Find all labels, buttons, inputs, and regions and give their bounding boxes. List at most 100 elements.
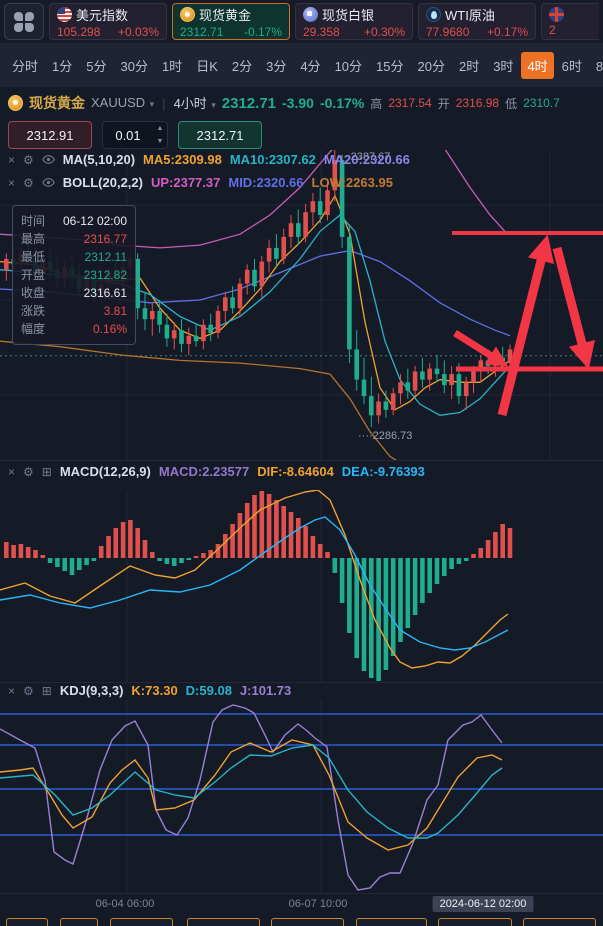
bottom-toolbar-button[interactable]: [110, 918, 173, 926]
eye-icon[interactable]: [41, 153, 55, 166]
oil-icon: [426, 6, 441, 22]
stepper-down-icon[interactable]: ▼: [156, 138, 164, 145]
apps-grid-icon: [14, 11, 34, 32]
indicator-value: DEA:-9.76393: [341, 464, 425, 479]
svg-text:····2387.67: ····2387.67: [336, 151, 390, 163]
gear-icon[interactable]: ⚙: [23, 175, 34, 190]
close-icon[interactable]: ×: [8, 683, 16, 698]
gold-coin-icon: [8, 95, 23, 111]
indicator-value: J:101.73: [239, 683, 292, 698]
close-icon[interactable]: ×: [8, 175, 16, 190]
macd-chart-canvas[interactable]: [0, 490, 603, 683]
timeframe-2时[interactable]: 2时: [458, 59, 480, 74]
ticker-list: 美元指数 105.298 +0.03% 现货黄金 2312.71 -0.17% 现货白银 29…: [49, 3, 599, 40]
uk-flag-icon: [549, 6, 564, 22]
quantity-stepper[interactable]: 0.01 ▲ ▼: [102, 121, 168, 149]
axis-time-label: 06-04 06:00: [95, 898, 155, 910]
eye-icon[interactable]: [41, 176, 55, 189]
tooltip-row: 时间 06-12 02:00: [21, 212, 127, 230]
timeframe-6时[interactable]: 6时: [561, 59, 582, 74]
indicator-legend-kdj: × ⚙ ⊞ KDJ(9,3,3) K:73.30 D:59.08 J:101.73: [8, 683, 291, 698]
indicator-value: MA10:2307.62: [229, 152, 316, 167]
high-label: 高: [370, 96, 383, 111]
gear-icon[interactable]: ⚙: [23, 683, 34, 698]
open-label: 开: [437, 96, 450, 111]
bottom-toolbar-button[interactable]: [271, 918, 344, 926]
timeframe-15分[interactable]: 15分: [376, 59, 404, 74]
tooltip-row: 涨跌 3.81: [21, 302, 127, 320]
close-icon[interactable]: ×: [8, 464, 16, 479]
period-dropdown[interactable]: 4小时 ▾: [173, 96, 216, 111]
tooltip-value: 2312.82: [83, 268, 127, 282]
timeframe-8时[interactable]: 8时: [595, 59, 603, 74]
indicator-value: MA20:2320.66: [323, 152, 410, 167]
sell-button[interactable]: 2312.91: [8, 121, 92, 149]
indicator-value: MACD:2.23577: [158, 464, 250, 479]
buy-button[interactable]: 2312.71: [178, 121, 262, 149]
timeframe-20分[interactable]: 20分: [417, 59, 445, 74]
bottom-toolbar-button[interactable]: [6, 918, 48, 926]
high-value: 2317.54: [388, 96, 432, 110]
tick-size-value[interactable]: 0.01: [115, 127, 141, 143]
bottom-toolbar-button[interactable]: [356, 918, 427, 926]
tooltip-label: 最高: [21, 232, 46, 246]
symbol-bar: 现货黄金 XAUUSD ▾ | 4小时 ▾ 2312.71 -3.90 -0.1…: [0, 88, 603, 118]
timeframe-10分[interactable]: 10分: [334, 59, 363, 74]
ticker-price: 29.358: [303, 24, 340, 39]
ticker-spot-silver[interactable]: 现货白银 29.358 +0.30%: [295, 3, 413, 40]
ticker-spot-gold[interactable]: 现货黄金 2312.71 -0.17%: [172, 3, 290, 40]
ticker-bottom-row: 2312.71 -0.17%: [180, 25, 282, 39]
ticker-gbp[interactable]: 2: [541, 3, 599, 40]
symbol-name: 现货黄金: [29, 95, 85, 111]
gear-icon[interactable]: ⚙: [23, 152, 34, 167]
tooltip-row: 幅度 0.16%: [21, 320, 127, 338]
tooltip-value: 06-12 02:00: [62, 214, 127, 228]
add-icon[interactable]: ⊞: [41, 464, 52, 479]
timeframe-30分[interactable]: 30分: [120, 59, 148, 74]
add-icon[interactable]: ⊞: [41, 683, 52, 698]
app-grid-button[interactable]: [4, 3, 44, 40]
silver-coin-icon: [303, 6, 318, 22]
last-price: 2312.71: [221, 94, 277, 112]
symbol-code-dropdown[interactable]: XAUUSD ▾: [91, 95, 155, 110]
timeframe-1时[interactable]: 1时: [161, 59, 183, 74]
ticker-price: 2: [549, 22, 556, 37]
axis-current-time-label: 2024-06-12 02:00: [432, 896, 534, 912]
svg-text:····2286.73: ····2286.73: [358, 430, 412, 442]
bottom-toolbar: [0, 916, 603, 926]
ticker-wti-oil[interactable]: WTI原油 77.9680 +0.17%: [418, 3, 536, 40]
timeframe-4分[interactable]: 4分: [300, 59, 321, 74]
gold-coin-icon: [180, 6, 195, 22]
gear-icon[interactable]: ⚙: [23, 464, 34, 479]
ticker-bottom-row: 77.9680 +0.17%: [426, 25, 528, 39]
timeframe-3分[interactable]: 3分: [266, 59, 287, 74]
timeframe-分时[interactable]: 分时: [12, 59, 39, 74]
ticker-change: +0.17%: [486, 24, 528, 39]
timeframe-日K[interactable]: 日K: [196, 59, 218, 74]
bottom-toolbar-button[interactable]: [187, 918, 260, 926]
ticker-name: 美元指数: [76, 7, 129, 23]
kdj-chart-canvas[interactable]: [0, 700, 603, 893]
bottom-toolbar-button[interactable]: [60, 918, 98, 926]
tooltip-label: 开盘: [21, 268, 46, 282]
stepper-up-icon[interactable]: ▲: [156, 125, 164, 132]
close-icon[interactable]: ×: [8, 152, 16, 167]
ticker-top-row: 现货白银: [303, 5, 405, 24]
tooltip-row: 开盘 2312.82: [21, 266, 127, 284]
ticker-usd-index[interactable]: 美元指数 105.298 +0.03%: [49, 3, 167, 40]
timeframe-4时[interactable]: 4时: [521, 52, 554, 79]
bottom-toolbar-button[interactable]: [523, 918, 596, 926]
tooltip-label: 幅度: [21, 322, 46, 336]
ticker-top-row: 现货黄金: [180, 5, 282, 24]
chevron-down-icon: ▾: [211, 100, 216, 110]
ticker-name: 现货白银: [322, 7, 375, 23]
indicator-value: UP:2377.37: [150, 175, 221, 190]
timeframe-1分[interactable]: 1分: [52, 59, 73, 74]
timeframe-3时[interactable]: 3时: [493, 59, 514, 74]
tooltip-value: 0.16%: [92, 322, 127, 336]
bottom-toolbar-button[interactable]: [438, 918, 512, 926]
ticker-name: 现货黄金: [199, 7, 252, 23]
us-flag-icon: [57, 6, 72, 22]
timeframe-5分[interactable]: 5分: [86, 59, 107, 74]
timeframe-2分[interactable]: 2分: [231, 59, 253, 74]
